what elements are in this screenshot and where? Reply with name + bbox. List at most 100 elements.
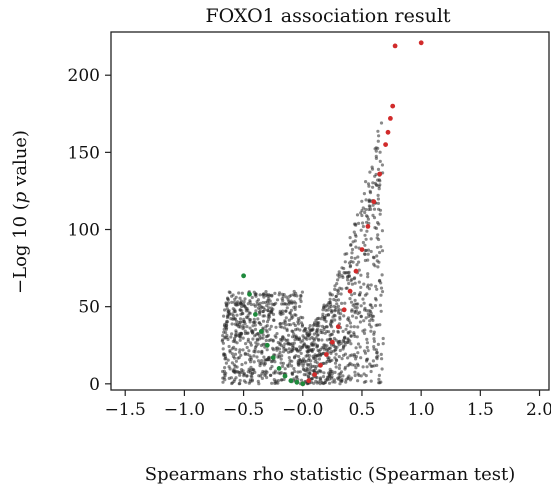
background-point	[290, 371, 294, 375]
background-point	[296, 320, 300, 324]
background-point	[262, 355, 266, 359]
background-point	[230, 352, 234, 356]
background-point	[230, 300, 234, 304]
background-point	[337, 355, 341, 359]
background-point	[298, 297, 302, 301]
background-point	[238, 370, 242, 375]
background-point	[272, 318, 276, 322]
plot-area	[220, 40, 424, 387]
background-point	[261, 326, 265, 330]
background-point	[338, 315, 342, 319]
background-point	[363, 248, 367, 253]
background-point	[221, 334, 225, 338]
background-point	[347, 274, 351, 278]
negative-correlation-point	[258, 329, 264, 334]
background-point	[244, 342, 248, 346]
background-point	[377, 377, 381, 381]
background-point	[221, 341, 225, 345]
background-point	[330, 375, 334, 379]
background-point	[281, 364, 285, 368]
background-point	[298, 328, 302, 332]
background-point	[248, 318, 252, 322]
background-point	[364, 237, 368, 241]
background-point	[314, 365, 318, 369]
background-point	[260, 376, 264, 380]
background-point	[271, 307, 275, 311]
background-point	[332, 329, 336, 333]
background-point	[333, 287, 337, 291]
y-axis: 0 50 100 150 200	[68, 66, 111, 395]
background-point	[359, 228, 363, 232]
background-point	[284, 302, 289, 306]
background-point	[342, 314, 346, 318]
background-point	[236, 302, 241, 307]
background-point	[238, 317, 243, 321]
background-point	[361, 224, 365, 229]
background-point	[367, 184, 371, 188]
background-point	[305, 337, 309, 341]
background-point	[307, 354, 311, 358]
background-point	[362, 331, 367, 335]
background-point	[336, 292, 340, 296]
background-point	[353, 256, 357, 260]
background-point	[270, 293, 274, 297]
background-point	[352, 325, 356, 329]
y-tick-label: 150	[68, 143, 100, 163]
positive-correlation-point	[392, 43, 398, 49]
background-point	[353, 373, 357, 378]
background-point	[350, 293, 354, 297]
background-point	[354, 366, 358, 370]
background-point	[294, 375, 298, 379]
background-point	[323, 305, 327, 309]
background-point	[372, 216, 377, 220]
background-point	[367, 309, 371, 313]
background-point	[360, 199, 364, 203]
background-point	[346, 271, 350, 275]
background-point	[284, 309, 288, 313]
background-point	[348, 297, 352, 301]
y-axis-label-suffix: value)	[10, 130, 31, 192]
negative-correlation-point	[241, 273, 247, 279]
background-point	[299, 378, 304, 382]
background-point	[366, 272, 370, 276]
background-point	[324, 378, 328, 382]
background-point	[279, 322, 283, 326]
background-point	[354, 223, 358, 227]
background-point	[378, 208, 383, 212]
background-point	[242, 379, 246, 383]
background-point	[321, 331, 325, 335]
background-point	[377, 187, 381, 191]
background-point	[362, 372, 366, 376]
background-point	[241, 369, 245, 373]
background-point	[374, 355, 379, 359]
background-point	[378, 212, 382, 216]
background-point	[357, 280, 361, 284]
background-point	[223, 374, 227, 378]
background-point	[358, 345, 362, 349]
y-tick-label: 100	[68, 221, 100, 241]
background-point	[359, 315, 363, 319]
background-point	[274, 325, 278, 329]
negative-correlation-point	[294, 379, 300, 385]
background-point	[243, 351, 247, 355]
background-point	[380, 163, 384, 167]
background-point	[371, 359, 375, 363]
background-point	[302, 329, 306, 333]
background-point	[365, 365, 369, 369]
background-point	[369, 329, 373, 333]
background-point	[379, 245, 383, 249]
background-point	[273, 291, 277, 295]
background-point	[351, 240, 355, 244]
background-point	[242, 374, 246, 378]
y-tick-label: 200	[68, 66, 100, 86]
background-point	[369, 283, 373, 287]
background-point	[262, 295, 266, 299]
background-point	[299, 321, 304, 325]
background-point	[353, 233, 357, 237]
background-point	[361, 365, 365, 369]
positive-correlation-point	[335, 324, 341, 330]
background-point	[307, 348, 311, 352]
background-point	[379, 293, 383, 297]
background-point	[224, 371, 228, 375]
background-point	[364, 207, 368, 212]
